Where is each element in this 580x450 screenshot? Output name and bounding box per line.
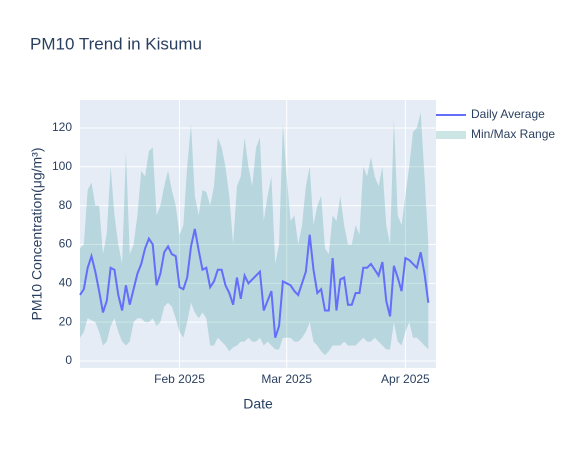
x-axis-label: Date	[243, 396, 273, 412]
y-tick-label: 60	[59, 237, 73, 251]
legend-label: Min/Max Range	[471, 127, 555, 141]
range-area	[80, 112, 429, 356]
x-tick-label: Feb 2025	[154, 372, 205, 386]
chart-title: PM10 Trend in Kisumu	[30, 34, 202, 53]
marks	[79, 112, 430, 356]
y-tick-label: 80	[59, 198, 73, 212]
legend: Daily Average Min/Max Range	[436, 107, 555, 141]
legend-label: Daily Average	[471, 107, 545, 121]
y-tick-label: 100	[52, 159, 72, 173]
grid	[80, 100, 436, 368]
plot-area	[80, 100, 436, 368]
y-tick-label: 120	[52, 120, 72, 134]
line-series	[79, 228, 430, 339]
x-tick-label: Mar 2025	[261, 372, 312, 386]
y-tick-label: 0	[65, 353, 72, 367]
y-tick-label: 40	[59, 275, 73, 289]
legend-swatch	[436, 131, 466, 139]
x-tick-label: Apr 2025	[381, 372, 430, 386]
y-axis-label: PM10 Concentration(μg/m³)	[29, 147, 45, 320]
y-tick-label: 20	[59, 314, 73, 328]
